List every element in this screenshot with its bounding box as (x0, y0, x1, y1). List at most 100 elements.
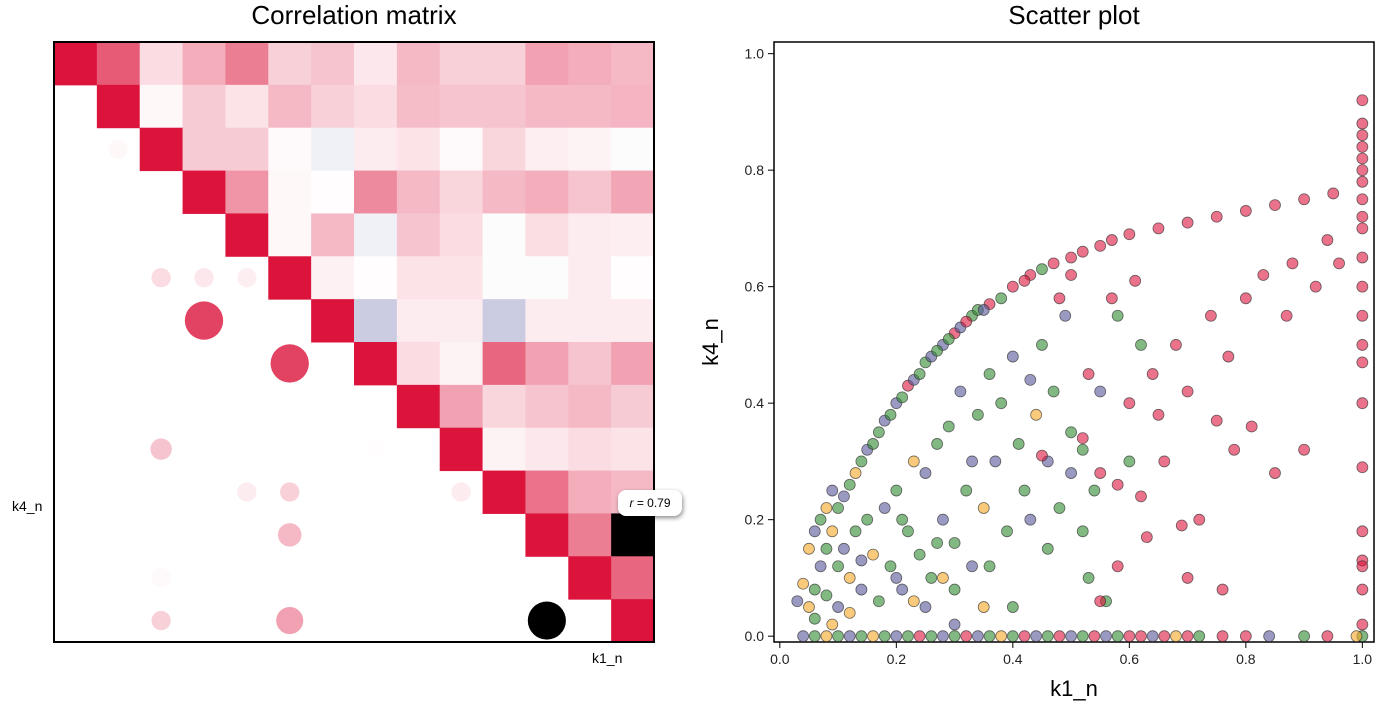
matrix-cell[interactable] (611, 127, 655, 172)
scatter-point[interactable] (1111, 630, 1124, 643)
scatter-point[interactable] (1006, 630, 1019, 643)
scatter-point[interactable] (896, 513, 909, 526)
scatter-point[interactable] (1269, 199, 1281, 212)
scatter-point[interactable] (907, 455, 920, 468)
scatter-point[interactable] (1146, 630, 1159, 643)
matrix-cell[interactable] (525, 42, 569, 86)
scatter-point[interactable] (1356, 94, 1369, 107)
scatter-point[interactable] (937, 513, 949, 526)
scatter-point[interactable] (849, 467, 862, 479)
matrix-cell[interactable] (439, 42, 484, 86)
scatter-point[interactable] (843, 478, 856, 491)
scatter-point[interactable] (1321, 234, 1334, 246)
scatter-point[interactable] (931, 438, 944, 450)
scatter-point[interactable] (1076, 245, 1089, 258)
scatter-point[interactable] (1181, 630, 1194, 643)
scatter-point[interactable] (884, 408, 897, 421)
matrix-circle[interactable] (151, 610, 171, 631)
matrix-cell[interactable] (611, 299, 655, 343)
scatter-point[interactable] (1356, 356, 1369, 369)
matrix-cell[interactable] (396, 42, 441, 86)
matrix-cell[interactable] (139, 42, 184, 86)
matrix-cell[interactable] (611, 427, 655, 472)
matrix-cell[interactable] (268, 84, 312, 129)
matrix-circle[interactable] (277, 523, 302, 547)
matrix-cell[interactable] (568, 556, 612, 600)
matrix-cell[interactable] (611, 170, 655, 214)
matrix-cell[interactable] (482, 84, 526, 129)
scatter-point[interactable] (838, 490, 850, 503)
matrix-cell[interactable] (354, 342, 398, 386)
scatter-point[interactable] (907, 595, 920, 608)
scatter-point[interactable] (1245, 420, 1258, 433)
scatter-point[interactable] (1041, 630, 1054, 643)
matrix-cell[interactable] (568, 127, 612, 172)
scatter-point[interactable] (1053, 292, 1066, 305)
scatter-point[interactable] (838, 542, 850, 555)
scatter-point[interactable] (1088, 630, 1101, 643)
scatter-point[interactable] (808, 525, 821, 538)
scatter-point[interactable] (1239, 630, 1252, 643)
scatter-point[interactable] (1175, 519, 1188, 532)
scatter-point[interactable] (896, 391, 909, 404)
matrix-cell[interactable] (568, 342, 612, 386)
scatter-point[interactable] (826, 618, 839, 631)
scatter-point[interactable] (1239, 292, 1252, 305)
matrix-cell[interactable] (568, 84, 612, 129)
scatter-point[interactable] (1111, 560, 1124, 573)
scatter-point[interactable] (1111, 478, 1124, 491)
scatter-point[interactable] (843, 572, 856, 584)
scatter-point[interactable] (983, 630, 996, 643)
scatter-point[interactable] (1065, 251, 1077, 264)
scatter-point[interactable] (1356, 175, 1369, 188)
scatter-point[interactable] (1024, 513, 1037, 526)
scatter-point[interactable] (1222, 350, 1235, 363)
matrix-cell[interactable] (525, 213, 569, 257)
scatter-point[interactable] (1006, 350, 1019, 363)
matrix-cell[interactable] (482, 256, 526, 300)
matrix-cell[interactable] (482, 470, 526, 514)
scatter-point[interactable] (808, 630, 821, 643)
matrix-cell[interactable] (611, 42, 655, 86)
scatter-point[interactable] (1356, 397, 1369, 410)
scatter-point[interactable] (995, 397, 1008, 410)
matrix-circle[interactable] (237, 482, 257, 502)
scatter-point[interactable] (843, 630, 856, 643)
scatter-point[interactable] (878, 630, 891, 643)
matrix-cell[interactable] (611, 256, 655, 300)
matrix-cell[interactable] (268, 170, 312, 214)
scatter-point[interactable] (1036, 449, 1048, 462)
scatter-point[interactable] (1076, 630, 1089, 643)
scatter-point[interactable] (1280, 309, 1293, 322)
scatter-point[interactable] (960, 484, 973, 497)
matrix-cell[interactable] (611, 213, 655, 257)
scatter-point[interactable] (925, 630, 938, 643)
scatter-point[interactable] (1333, 257, 1345, 270)
scatter-point[interactable] (902, 630, 914, 643)
matrix-cell[interactable] (439, 299, 484, 343)
scatter-point[interactable] (1088, 484, 1101, 497)
matrix-cell[interactable] (611, 599, 655, 643)
scatter-point[interactable] (1146, 368, 1159, 380)
scatter-point[interactable] (1024, 373, 1037, 386)
matrix-cell[interactable] (439, 84, 484, 129)
scatter-point[interactable] (1129, 274, 1142, 287)
matrix-cell[interactable] (525, 256, 569, 300)
scatter-point[interactable] (1018, 484, 1031, 497)
scatter-point[interactable] (1059, 309, 1072, 322)
scatter-point[interactable] (1036, 339, 1048, 351)
scatter-point[interactable] (1065, 426, 1077, 439)
matrix-cell[interactable] (396, 256, 441, 300)
scatter-point[interactable] (1298, 630, 1310, 643)
matrix-cell[interactable] (568, 384, 612, 429)
matrix-cell[interactable] (525, 84, 569, 129)
scatter-point[interactable] (1135, 490, 1147, 503)
matrix-cell[interactable] (311, 84, 355, 129)
scatter-point[interactable] (1228, 443, 1241, 456)
scatter-point[interactable] (820, 630, 833, 643)
scatter-point[interactable] (803, 601, 815, 613)
scatter-point[interactable] (971, 630, 984, 643)
matrix-cell[interactable] (568, 470, 612, 514)
scatter-point[interactable] (1309, 280, 1322, 293)
scatter-point[interactable] (832, 560, 844, 573)
